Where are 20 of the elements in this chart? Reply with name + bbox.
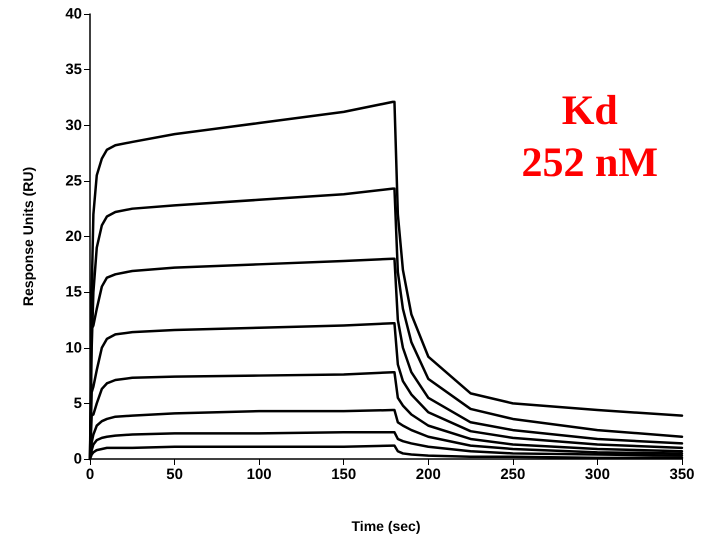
x-tick-label: 100 xyxy=(246,466,272,483)
y-tick-label: 15 xyxy=(65,284,82,301)
y-tick-label: 40 xyxy=(65,6,82,22)
x-tick-label: 200 xyxy=(416,466,441,483)
x-tick-label: 0 xyxy=(86,466,94,483)
y-tick-label: 35 xyxy=(65,61,82,78)
x-axis-title: Time (sec) xyxy=(352,518,420,534)
y-tick-label: 5 xyxy=(74,394,82,412)
y-tick-label: 30 xyxy=(65,116,82,134)
x-tick-label: 150 xyxy=(331,466,356,483)
x-tick-label: 300 xyxy=(584,466,610,483)
y-tick-label: 25 xyxy=(65,172,82,190)
x-tick-label: 50 xyxy=(166,466,183,483)
y-axis-title: Response Units (RU) xyxy=(20,166,36,306)
y-tick-label: 10 xyxy=(65,339,82,356)
y-tick-label: 20 xyxy=(65,228,82,245)
x-tick-label: 250 xyxy=(500,466,526,483)
x-tick-label: 350 xyxy=(669,466,695,483)
annotation: Kd 252 nM xyxy=(522,88,658,186)
y-tick-label: 0 xyxy=(74,450,82,468)
